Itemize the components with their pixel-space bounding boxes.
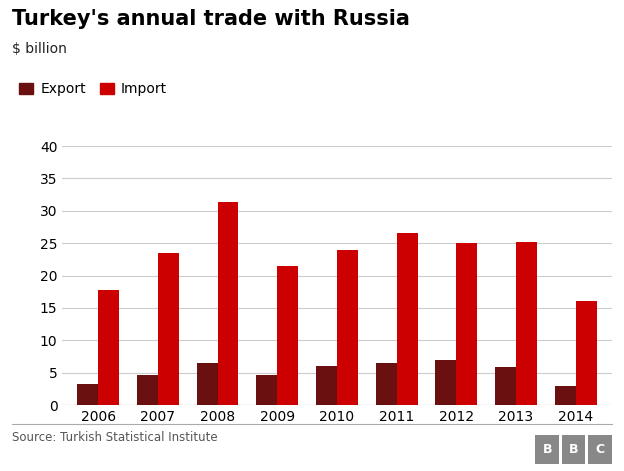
Bar bbox=[555, 386, 576, 405]
Text: B: B bbox=[542, 443, 552, 456]
Bar bbox=[436, 360, 456, 405]
Bar bbox=[137, 374, 158, 405]
Bar bbox=[316, 366, 337, 405]
Bar bbox=[495, 367, 516, 405]
Bar bbox=[77, 384, 98, 405]
Bar bbox=[456, 243, 477, 405]
Bar bbox=[98, 290, 119, 405]
Bar bbox=[337, 250, 358, 405]
Text: $ billion: $ billion bbox=[12, 42, 67, 57]
Bar bbox=[158, 253, 179, 405]
Bar bbox=[277, 267, 298, 405]
Text: Source: Turkish Statistical Institute: Source: Turkish Statistical Institute bbox=[12, 431, 218, 444]
Text: C: C bbox=[595, 443, 604, 456]
Bar bbox=[397, 233, 417, 405]
Bar bbox=[218, 203, 238, 405]
Bar bbox=[376, 363, 397, 405]
Bar bbox=[197, 363, 218, 405]
Bar bbox=[576, 301, 597, 405]
Legend: Export, Import: Export, Import bbox=[19, 82, 167, 96]
Text: B: B bbox=[568, 443, 578, 456]
Text: Turkey's annual trade with Russia: Turkey's annual trade with Russia bbox=[12, 9, 411, 29]
Bar bbox=[256, 375, 277, 405]
Bar bbox=[516, 242, 537, 405]
